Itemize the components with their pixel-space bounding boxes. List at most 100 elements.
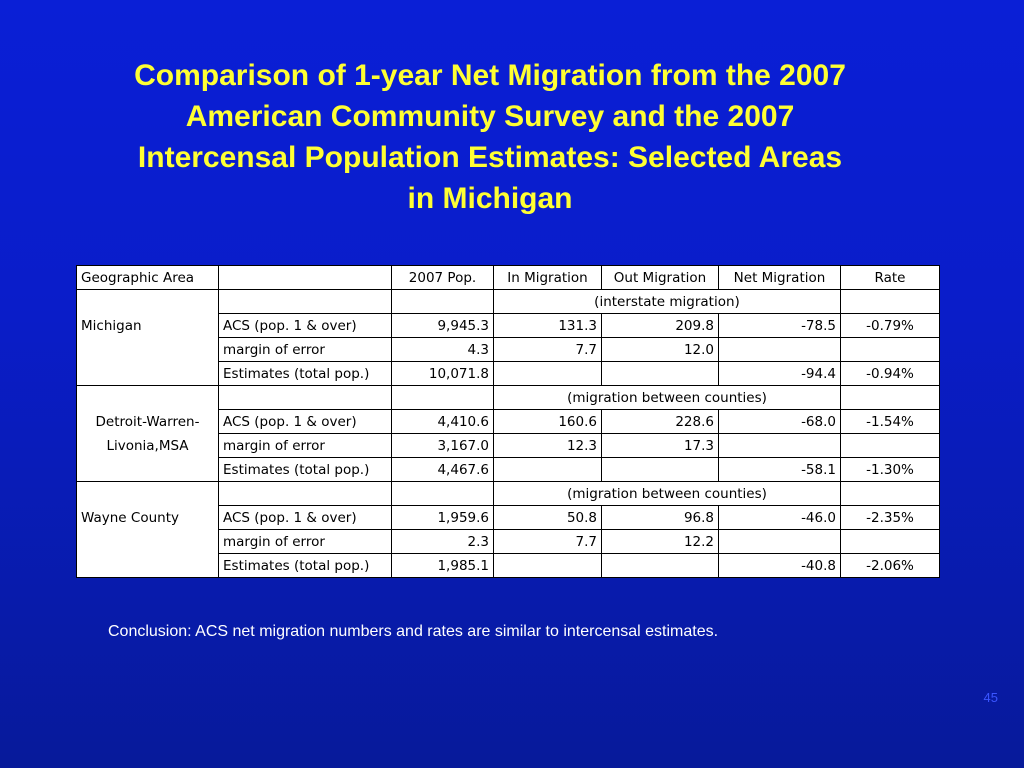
geo-area-name: Wayne County bbox=[76, 505, 219, 530]
table-cell bbox=[840, 385, 940, 410]
table-cell bbox=[493, 361, 602, 386]
table-cell bbox=[391, 289, 494, 314]
geo-area-cell bbox=[76, 289, 219, 314]
table-cell: 7.7 bbox=[493, 529, 602, 554]
table-cell: 2.3 bbox=[391, 529, 494, 554]
table-cell: 17.3 bbox=[601, 433, 719, 458]
table-cell: -78.5 bbox=[718, 313, 841, 338]
table-cell bbox=[391, 481, 494, 506]
table-cell: 1,959.6 bbox=[391, 505, 494, 530]
table-row: (interstate migration) bbox=[76, 289, 940, 314]
table-header-row: Geographic Area 2007 Pop. In Migration O… bbox=[76, 265, 940, 290]
table-cell bbox=[493, 457, 602, 482]
table-cell bbox=[840, 481, 940, 506]
column-header bbox=[218, 265, 392, 290]
table-cell: 4,410.6 bbox=[391, 409, 494, 434]
table-cell: 12.2 bbox=[601, 529, 719, 554]
table-cell bbox=[718, 433, 841, 458]
geo-area-cell bbox=[76, 481, 219, 506]
geo-area-cell bbox=[76, 553, 219, 578]
table-cell bbox=[840, 529, 940, 554]
table-cell: 4,467.6 bbox=[391, 457, 494, 482]
table-cell: margin of error bbox=[218, 433, 392, 458]
table-cell: 131.3 bbox=[493, 313, 602, 338]
table-row: (migration between counties) bbox=[76, 481, 940, 506]
table-cell: 7.7 bbox=[493, 337, 602, 362]
table-cell: -40.8 bbox=[718, 553, 841, 578]
table-cell: -94.4 bbox=[718, 361, 841, 386]
table-cell bbox=[718, 529, 841, 554]
table-cell: 160.6 bbox=[493, 409, 602, 434]
table-cell: 228.6 bbox=[601, 409, 719, 434]
table-row: Estimates (total pop.) 10,071.8 -94.4 -0… bbox=[76, 361, 940, 386]
title-line: Comparison of 1-year Net Migration from … bbox=[134, 59, 846, 92]
slide-title: Comparison of 1-year Net Migration from … bbox=[70, 55, 910, 219]
table-cell: Estimates (total pop.) bbox=[218, 457, 392, 482]
table-cell: -68.0 bbox=[718, 409, 841, 434]
table-cell: margin of error bbox=[218, 337, 392, 362]
table-cell: -46.0 bbox=[718, 505, 841, 530]
table-cell bbox=[601, 361, 719, 386]
geo-area-name: Michigan bbox=[76, 313, 219, 338]
table-cell: ACS (pop. 1 & over) bbox=[218, 409, 392, 434]
column-header: Geographic Area bbox=[76, 265, 219, 290]
table-row: Michigan ACS (pop. 1 & over) 9,945.3 131… bbox=[76, 313, 940, 338]
migration-type-note: (migration between counties) bbox=[493, 481, 841, 506]
table-cell: Estimates (total pop.) bbox=[218, 361, 392, 386]
column-header: 2007 Pop. bbox=[391, 265, 494, 290]
geo-area-cell bbox=[76, 529, 219, 554]
table-cell: -2.35% bbox=[840, 505, 940, 530]
table-row: (migration between counties) bbox=[76, 385, 940, 410]
column-header: Net Migration bbox=[718, 265, 841, 290]
migration-type-note: (interstate migration) bbox=[493, 289, 841, 314]
geo-area-cell bbox=[76, 361, 219, 386]
table-row: margin of error 2.3 7.7 12.2 bbox=[76, 529, 940, 554]
table-row: Detroit-Warren- ACS (pop. 1 & over) 4,41… bbox=[76, 409, 940, 434]
table-cell bbox=[840, 433, 940, 458]
column-header: Out Migration bbox=[601, 265, 719, 290]
table-row: Estimates (total pop.) 4,467.6 -58.1 -1.… bbox=[76, 457, 940, 482]
column-header: Rate bbox=[840, 265, 940, 290]
table-cell: -1.30% bbox=[840, 457, 940, 482]
table-cell: 1,985.1 bbox=[391, 553, 494, 578]
geo-area-cell bbox=[76, 457, 219, 482]
table-cell bbox=[218, 481, 392, 506]
table-cell: 50.8 bbox=[493, 505, 602, 530]
table-cell bbox=[391, 385, 494, 410]
table-cell: Estimates (total pop.) bbox=[218, 553, 392, 578]
table-cell bbox=[840, 337, 940, 362]
table-cell: 10,071.8 bbox=[391, 361, 494, 386]
geo-area-name: Detroit-Warren- bbox=[76, 409, 219, 434]
table-cell: ACS (pop. 1 & over) bbox=[218, 313, 392, 338]
title-line: Intercensal Population Estimates: Select… bbox=[137, 141, 843, 174]
table-cell: margin of error bbox=[218, 529, 392, 554]
page-number: 45 bbox=[983, 690, 998, 705]
table-row: Livonia,MSA margin of error 3,167.0 12.3… bbox=[76, 433, 940, 458]
table-cell: -2.06% bbox=[840, 553, 940, 578]
migration-table: Geographic Area 2007 Pop. In Migration O… bbox=[76, 265, 940, 578]
geo-area-cell bbox=[76, 337, 219, 362]
table-cell bbox=[601, 457, 719, 482]
table-row: Estimates (total pop.) 1,985.1 -40.8 -2.… bbox=[76, 553, 940, 578]
table-cell: -0.79% bbox=[840, 313, 940, 338]
table-cell bbox=[218, 385, 392, 410]
table-cell bbox=[493, 553, 602, 578]
table-row: margin of error 4.3 7.7 12.0 bbox=[76, 337, 940, 362]
table-cell: 12.3 bbox=[493, 433, 602, 458]
table-cell: -0.94% bbox=[840, 361, 940, 386]
table-cell: -58.1 bbox=[718, 457, 841, 482]
table-cell bbox=[840, 289, 940, 314]
title-line: in Michigan bbox=[407, 182, 573, 215]
migration-type-note: (migration between counties) bbox=[493, 385, 841, 410]
table-cell bbox=[718, 337, 841, 362]
geo-area-cell bbox=[76, 385, 219, 410]
table-cell: 9,945.3 bbox=[391, 313, 494, 338]
table-cell: ACS (pop. 1 & over) bbox=[218, 505, 392, 530]
table-cell bbox=[218, 289, 392, 314]
table-cell: 4.3 bbox=[391, 337, 494, 362]
column-header: In Migration bbox=[493, 265, 602, 290]
table-cell: 96.8 bbox=[601, 505, 719, 530]
table-row: Wayne County ACS (pop. 1 & over) 1,959.6… bbox=[76, 505, 940, 530]
geo-area-name: Livonia,MSA bbox=[76, 433, 219, 458]
table-cell: 12.0 bbox=[601, 337, 719, 362]
